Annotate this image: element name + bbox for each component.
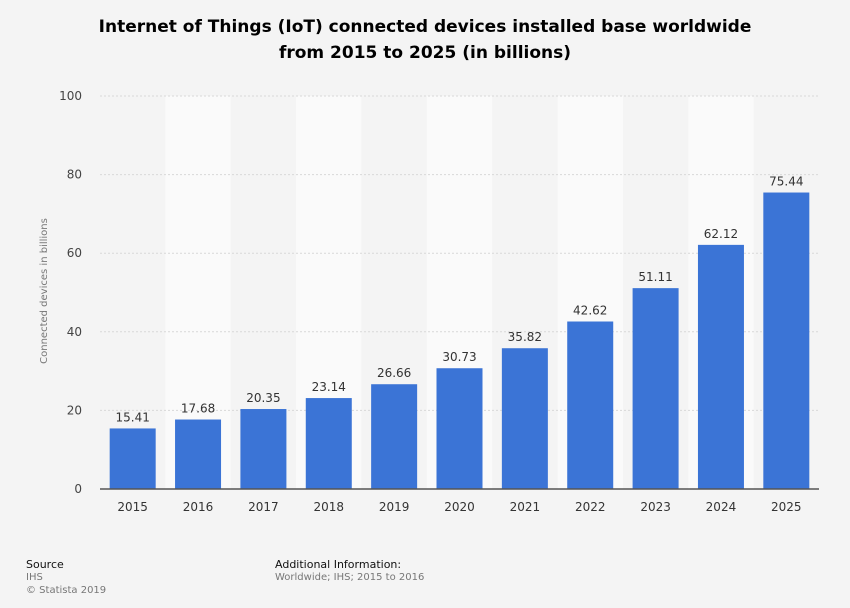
bar-2025 xyxy=(763,192,810,489)
source-value: IHS xyxy=(26,572,43,583)
chart-title: Internet of Things (IoT) connected devic… xyxy=(0,14,850,66)
copyright: © Statista 2019 xyxy=(26,585,107,596)
y-tick-label: 0 xyxy=(74,482,82,496)
value-labels: 15.41 17.68 20.35 23.14 26.66 30.73 35.82 42.62… xyxy=(116,175,804,425)
additional-info-value: Worldwide; IHS; 2015 to 2016 xyxy=(275,572,425,583)
y-tick-label: 40 xyxy=(67,325,82,339)
value-label: 26.66 xyxy=(377,366,411,380)
bar-2020 xyxy=(436,368,483,489)
x-tick-label: 2016 xyxy=(183,500,214,514)
y-tick-label: 20 xyxy=(67,403,82,417)
x-tick-label: 2020 xyxy=(444,500,475,514)
y-tick-label: 80 xyxy=(67,168,82,182)
value-label: 51.11 xyxy=(638,270,672,284)
x-tick-label: 2025 xyxy=(771,500,802,514)
bar-2022 xyxy=(567,321,614,489)
bars xyxy=(109,192,810,489)
x-tick-label: 2022 xyxy=(575,500,606,514)
bar-chart: 0 20 40 60 80 100 Connected devices in billio… xyxy=(39,89,819,514)
y-axis-label: Connected devices in billions xyxy=(39,218,50,364)
y-axis-ticks: 0 20 40 60 80 100 xyxy=(59,89,82,496)
bar-2015 xyxy=(109,428,156,489)
bar-2019 xyxy=(371,384,418,489)
x-tick-label: 2021 xyxy=(510,500,541,514)
y-tick-label: 100 xyxy=(59,89,82,103)
x-tick-label: 2015 xyxy=(117,500,148,514)
value-label: 23.14 xyxy=(312,380,346,394)
value-label: 35.82 xyxy=(508,330,542,344)
bar-2024 xyxy=(697,244,744,489)
source-block: Source IHS © Statista 2019 xyxy=(26,558,106,597)
value-label: 15.41 xyxy=(116,410,150,424)
x-tick-label: 2019 xyxy=(379,500,410,514)
x-tick-label: 2023 xyxy=(640,500,671,514)
additional-info-label: Additional Information: xyxy=(275,558,402,571)
x-tick-label: 2017 xyxy=(248,500,279,514)
x-tick-label: 2024 xyxy=(706,500,737,514)
source-label: Source xyxy=(26,558,64,571)
chart-title-line-2: from 2015 to 2025 (in billions) xyxy=(278,43,572,63)
value-label: 30.73 xyxy=(442,350,476,364)
additional-info-block: Additional Information: Worldwide; IHS; … xyxy=(275,558,424,584)
y-tick-label: 60 xyxy=(67,246,82,260)
x-tick-label: 2018 xyxy=(313,500,344,514)
value-label: 75.44 xyxy=(769,175,803,189)
value-label: 17.68 xyxy=(181,402,215,416)
value-label: 20.35 xyxy=(246,391,280,405)
chart-title-line-1: Internet of Things (IoT) connected devic… xyxy=(98,17,752,37)
bar-2016 xyxy=(175,419,222,489)
value-label: 62.12 xyxy=(704,227,738,241)
bar-2023 xyxy=(632,288,679,489)
x-axis-ticks: 2015 2016 2017 2018 2019 2020 2021 2022 2023 2024… xyxy=(117,500,801,514)
value-label: 42.62 xyxy=(573,304,607,318)
bar-2021 xyxy=(501,348,548,489)
bar-2017 xyxy=(240,409,287,489)
bar-2018 xyxy=(305,398,352,489)
